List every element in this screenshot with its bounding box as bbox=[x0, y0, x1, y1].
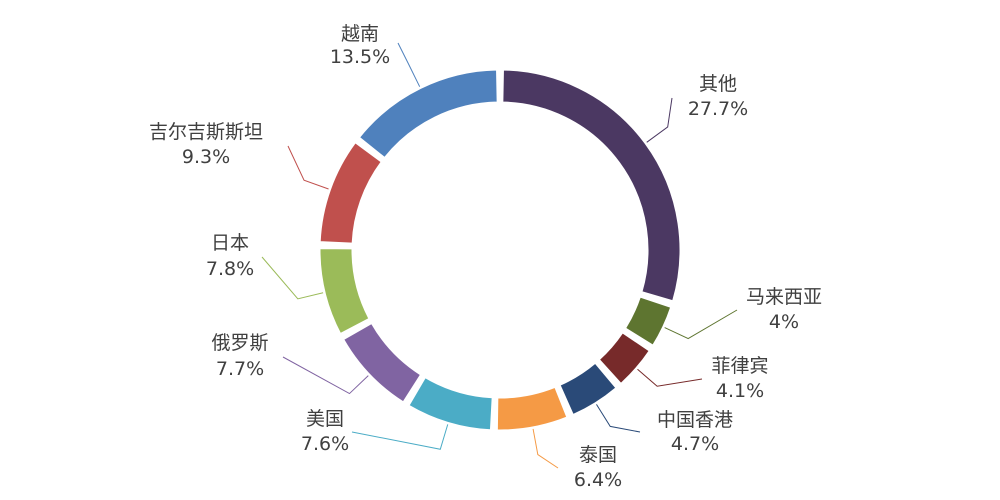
leader-lines-group bbox=[261, 42, 738, 469]
leader-line-83f2-5f8b-5bbe bbox=[637, 368, 703, 387]
slice-label-83f2-5f8b-5bbe: 菲律宾 bbox=[711, 355, 768, 377]
slice-label-4e2d-56fd-9999-6e2f: 中国香港 bbox=[657, 409, 733, 431]
slice-label-4fc4-7f57-65af: 俄罗斯 bbox=[211, 332, 268, 354]
slice-value-4e2d-56fd-9999-6e2f: 4.7% bbox=[671, 433, 719, 455]
leader-line-5176-4ed6 bbox=[646, 97, 673, 143]
slice-6cf0-56fd bbox=[496, 386, 568, 431]
slice-value-83f2-5f8b-5bbe: 4.1% bbox=[716, 380, 764, 402]
slice-83f2-5f8b-5bbe bbox=[598, 332, 650, 385]
leader-line-4fc4-7f57-65af bbox=[282, 356, 369, 395]
leader-line-5409-5c14-5409-65af-65af-5766 bbox=[287, 145, 329, 190]
leader-line-7f8e-56fd bbox=[351, 424, 449, 450]
slice-value-5176-4ed6: 27.7% bbox=[688, 98, 748, 120]
slices-group bbox=[319, 69, 681, 431]
slice-value-7f8e-56fd: 7.6% bbox=[301, 433, 349, 455]
slice-value-8d8a-5357: 13.5% bbox=[330, 46, 390, 68]
leader-line-9a6c-6765-897f-4e9a bbox=[664, 309, 738, 340]
slice-4fc4-7f57-65af bbox=[343, 322, 422, 403]
slice-label-5409-5c14-5409-65af-65af-5766: 吉尔吉斯斯坦 bbox=[149, 121, 263, 143]
leader-line-6cf0-56fd bbox=[532, 428, 559, 469]
slice-5409-5c14-5409-65af-65af-5766 bbox=[319, 142, 382, 244]
slice-5176-4ed6 bbox=[502, 69, 681, 302]
slice-9a6c-6765-897f-4e9a bbox=[624, 296, 672, 346]
slice-value-5409-5c14-5409-65af-65af-5766: 9.3% bbox=[182, 146, 230, 168]
slice-label-65e5-672c: 日本 bbox=[211, 232, 249, 254]
leader-line-8d8a-5357 bbox=[397, 42, 421, 87]
slice-value-4fc4-7f57-65af: 7.7% bbox=[216, 358, 264, 380]
slice-65e5-672c bbox=[319, 248, 370, 335]
slice-label-5176-4ed6: 其他 bbox=[699, 73, 737, 95]
slice-label-8d8a-5357: 越南 bbox=[341, 23, 379, 45]
leader-line-65e5-672c bbox=[261, 256, 324, 300]
slice-value-9a6c-6765-897f-4e9a: 4% bbox=[769, 311, 799, 333]
slice-4e2d-56fd-9999-6e2f bbox=[559, 362, 617, 416]
slice-label-9a6c-6765-897f-4e9a: 马来西亚 bbox=[746, 286, 822, 308]
slice-7f8e-56fd bbox=[408, 377, 493, 431]
leader-line-4e2d-56fd-9999-6e2f bbox=[596, 404, 641, 433]
slice-value-6cf0-56fd: 6.4% bbox=[574, 469, 622, 491]
slice-label-6cf0-56fd: 泰国 bbox=[579, 444, 617, 466]
slice-label-7f8e-56fd: 美国 bbox=[306, 408, 344, 430]
slice-8d8a-5357 bbox=[358, 69, 498, 159]
slice-value-65e5-672c: 7.8% bbox=[206, 258, 254, 280]
